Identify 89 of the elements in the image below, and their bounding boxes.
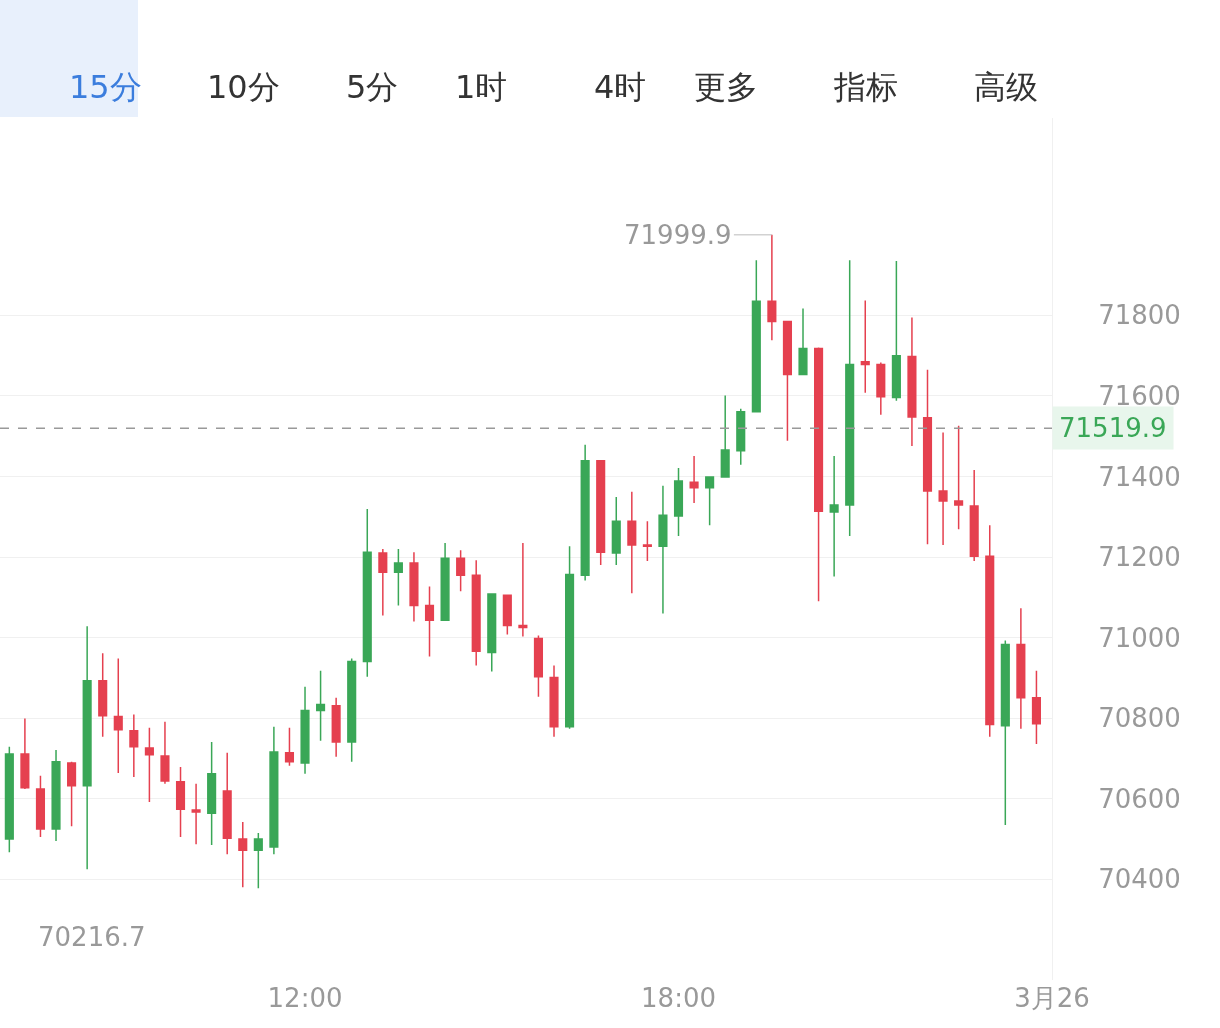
candlestick [487, 593, 497, 673]
candlestick [98, 652, 108, 738]
candlestick [207, 741, 217, 846]
candlestick [409, 551, 419, 623]
candlestick [1000, 639, 1010, 826]
y-tick-label: 70800 [1098, 703, 1181, 734]
candlestick [720, 394, 730, 478]
candlestick [424, 585, 435, 658]
candlestick [596, 460, 606, 566]
candlestick [658, 485, 668, 615]
candlestick [502, 594, 512, 636]
candlestick [705, 476, 715, 526]
candlestick [1031, 669, 1041, 745]
candlestick [782, 320, 793, 442]
candlestick [253, 832, 263, 889]
y-tick-label: 71600 [1098, 381, 1181, 412]
candlestick [347, 657, 357, 763]
candlestick [907, 316, 917, 447]
candlestick [922, 369, 933, 545]
candlestick [35, 775, 46, 838]
candlestick [736, 408, 746, 466]
candlestick [51, 749, 61, 842]
candlestick [891, 260, 901, 402]
candlestick [954, 424, 964, 531]
candlestick [751, 259, 761, 413]
x-tick-label: 18:00 [641, 983, 716, 1013]
candlestick [316, 669, 326, 742]
candlestick [269, 725, 279, 856]
candlestick [456, 549, 466, 593]
candlestick [378, 548, 388, 617]
candlestick [798, 307, 808, 376]
y-tick-label: 71000 [1098, 622, 1181, 653]
annotation: 70216.7 [38, 922, 146, 952]
candlestick [767, 234, 777, 342]
candlestick [969, 469, 979, 562]
text: 指标 [833, 68, 898, 106]
candlestick [627, 491, 637, 595]
candlestick [222, 752, 232, 856]
text: 更多 [694, 68, 758, 106]
candlestick [518, 542, 528, 638]
text: 15分 [69, 68, 142, 106]
candlestick [331, 696, 341, 758]
y-tick-label: 71800 [1098, 300, 1181, 331]
candlestick [67, 760, 77, 827]
y-tick-label: 70400 [1098, 864, 1181, 895]
candlestick [160, 721, 170, 785]
candlestick [471, 559, 481, 667]
candlestick [191, 783, 201, 846]
ref-line-label: 71519.9 [1059, 413, 1167, 443]
candlestick [284, 727, 295, 767]
annotation: 71999.9 [624, 220, 732, 250]
x-tick-label: 12:00 [267, 983, 343, 1013]
candlestick [549, 664, 559, 738]
y-tick-label: 71400 [1098, 461, 1181, 492]
candlestick [938, 431, 948, 546]
candlestick [533, 634, 544, 698]
text: 1时 [455, 68, 508, 106]
candlestick [1016, 607, 1026, 730]
candlestick [4, 746, 14, 854]
y-tick-label: 71200 [1098, 542, 1181, 573]
candlestick [611, 496, 621, 566]
candlestick [144, 727, 154, 803]
candlestick [876, 361, 886, 416]
candlestick [642, 520, 652, 562]
candlestick [362, 508, 372, 678]
text: 高级 [974, 68, 1038, 106]
candlestick [440, 542, 450, 622]
candlestick [985, 524, 995, 738]
candlestick [845, 259, 855, 537]
text: 4时 [594, 68, 647, 106]
candlestick [860, 299, 870, 394]
candlestick [580, 443, 590, 582]
candlestick [113, 657, 123, 774]
candlestick [673, 467, 684, 537]
x-tick-label: 3月26 [1014, 983, 1090, 1013]
candlestick [20, 717, 30, 790]
candlestick [129, 713, 139, 778]
candlestick [300, 686, 310, 775]
candlestick [238, 821, 248, 889]
candlestick [689, 455, 699, 504]
y-tick-label: 70600 [1098, 783, 1181, 814]
candlestick [393, 548, 403, 607]
candlestick [565, 545, 575, 730]
candlestick [82, 625, 92, 870]
candlestick [829, 455, 839, 578]
candlestick [175, 766, 186, 838]
text: 5分 [346, 68, 399, 106]
candlestick [814, 346, 824, 603]
text: 10分 [207, 68, 280, 106]
